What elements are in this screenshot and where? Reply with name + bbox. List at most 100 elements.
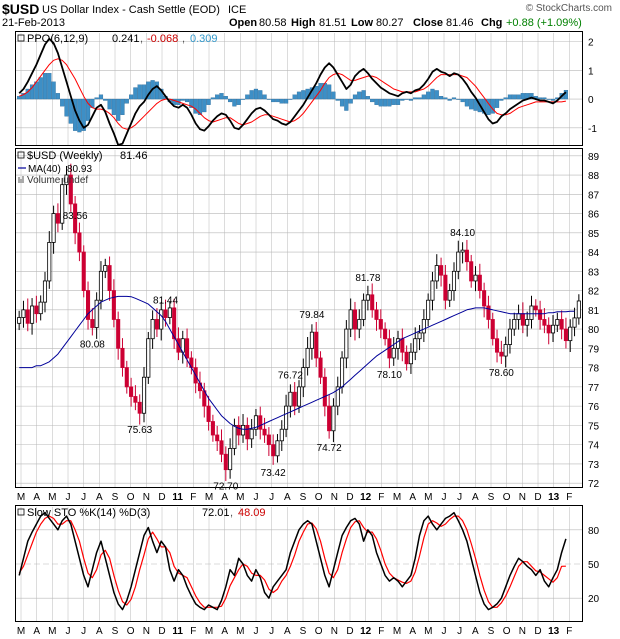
candle-body (559, 319, 564, 330)
y-tick-label: 80 (588, 526, 600, 537)
open-value: 80.58 (259, 17, 287, 29)
candle-body (309, 331, 314, 349)
candle-body (417, 332, 422, 340)
candle-body (443, 274, 448, 301)
ppo-signal-value: -0.068 (147, 33, 178, 45)
candle-body (327, 405, 332, 432)
open-label: Open (229, 17, 257, 29)
x-tick-label: S (300, 492, 307, 503)
candle-body (439, 265, 444, 276)
candle-body (503, 344, 508, 357)
ppo-histogram-bar (512, 94, 517, 100)
candle-body (495, 338, 500, 353)
close-value: 81.46 (446, 17, 474, 29)
sto-k-line (18, 511, 567, 611)
candle-body (60, 184, 65, 224)
candle-body (167, 307, 172, 318)
ppo-histogram-bar (430, 88, 435, 100)
candle-body (55, 213, 60, 224)
candle-body (111, 290, 116, 320)
x-tick-label: M (205, 626, 213, 637)
x-tick-label: A (96, 492, 103, 503)
candle-body (47, 242, 52, 282)
candle-body (292, 391, 297, 407)
x-tick-label: A (221, 492, 228, 503)
price-annotation: 74.72 (317, 443, 342, 454)
ppo-histogram-bar (275, 98, 280, 103)
price-plot (17, 163, 581, 482)
ppo-histogram-bar (94, 97, 99, 100)
ppo-histogram-bar (529, 93, 534, 100)
ppo-histogram-bar (25, 88, 30, 100)
candle-body (477, 274, 482, 291)
candle-body (507, 328, 512, 345)
candle-body (275, 440, 280, 457)
ppo-histogram-bar (443, 97, 448, 100)
candle-body (64, 174, 69, 186)
price-annotation: 78.60 (489, 368, 514, 379)
candle-body (25, 309, 30, 324)
candle-body (98, 270, 103, 301)
x-tick-label: M (393, 626, 401, 637)
ppo-panel-frame (15, 31, 583, 146)
candle-body (116, 319, 121, 349)
volume-label: Volume undef (27, 175, 88, 186)
candle-body (434, 265, 439, 282)
ppo-histogram-bar (395, 98, 401, 105)
change-label: Chg (481, 17, 502, 29)
candle-body (555, 319, 560, 326)
ppo-histogram-bar (464, 98, 469, 107)
instrument-name: US Dollar Index - Cash Settle (EOD) (42, 4, 220, 16)
y-tick-label: 88 (588, 171, 600, 182)
candle-body (141, 376, 147, 414)
ppo-histogram-bar (490, 98, 495, 114)
x-tick-label: J (254, 626, 259, 637)
ppo-histogram-bar (426, 91, 431, 100)
y-tick-label: 2 (588, 38, 594, 49)
candle-body (266, 434, 271, 446)
candle-body (163, 309, 168, 318)
ppo-histogram-bar (21, 93, 26, 100)
ppo-histogram-bar (387, 98, 392, 107)
x-tick-label: M (205, 492, 213, 503)
candle-body (137, 401, 142, 414)
candle-body (210, 421, 215, 436)
ppo-histogram-bar (357, 91, 362, 100)
ppo-separator-2: , (182, 33, 185, 45)
ppo-histogram-bar (219, 93, 224, 100)
ppo-histogram-bar (542, 97, 547, 100)
sto-k-value: 72.01 (202, 507, 230, 519)
ppo-histogram-bar (507, 94, 513, 100)
candle-body (383, 328, 388, 340)
x-tick-label: N (143, 492, 150, 503)
candle-body (469, 261, 474, 282)
y-tick-label: 78 (588, 364, 600, 375)
price-annotation: 81.78 (355, 273, 380, 284)
ppo-histogram-bar (129, 94, 134, 100)
y-tick-label: -1 (588, 124, 597, 135)
ppo-histogram-bar (538, 97, 543, 100)
x-tick-label: 13 (548, 492, 560, 503)
ppo-histogram-bar (228, 98, 233, 103)
candle-body (331, 405, 336, 432)
sto-separator: , (230, 507, 233, 519)
x-tick-label: D (346, 492, 353, 503)
ppo-histogram-bar (258, 90, 263, 100)
x-tick-label: F (190, 492, 196, 503)
ppo-histogram-bar (189, 98, 194, 108)
ppo-histogram-bar (210, 97, 215, 100)
high-value: 81.51 (319, 17, 347, 29)
candle-body (150, 319, 155, 340)
x-tick-label: M (236, 492, 244, 503)
candle-body (374, 309, 379, 320)
price-annotation: 80.08 (80, 340, 105, 351)
candle-body (133, 396, 138, 403)
ma-value: 80.93 (67, 164, 92, 175)
candle-body (550, 324, 556, 334)
y-tick-label: 1 (588, 66, 594, 77)
ppo-histogram-bar (296, 91, 302, 100)
candle-body (30, 305, 35, 324)
x-tick-label: M (236, 626, 244, 637)
candle-body (154, 319, 159, 330)
